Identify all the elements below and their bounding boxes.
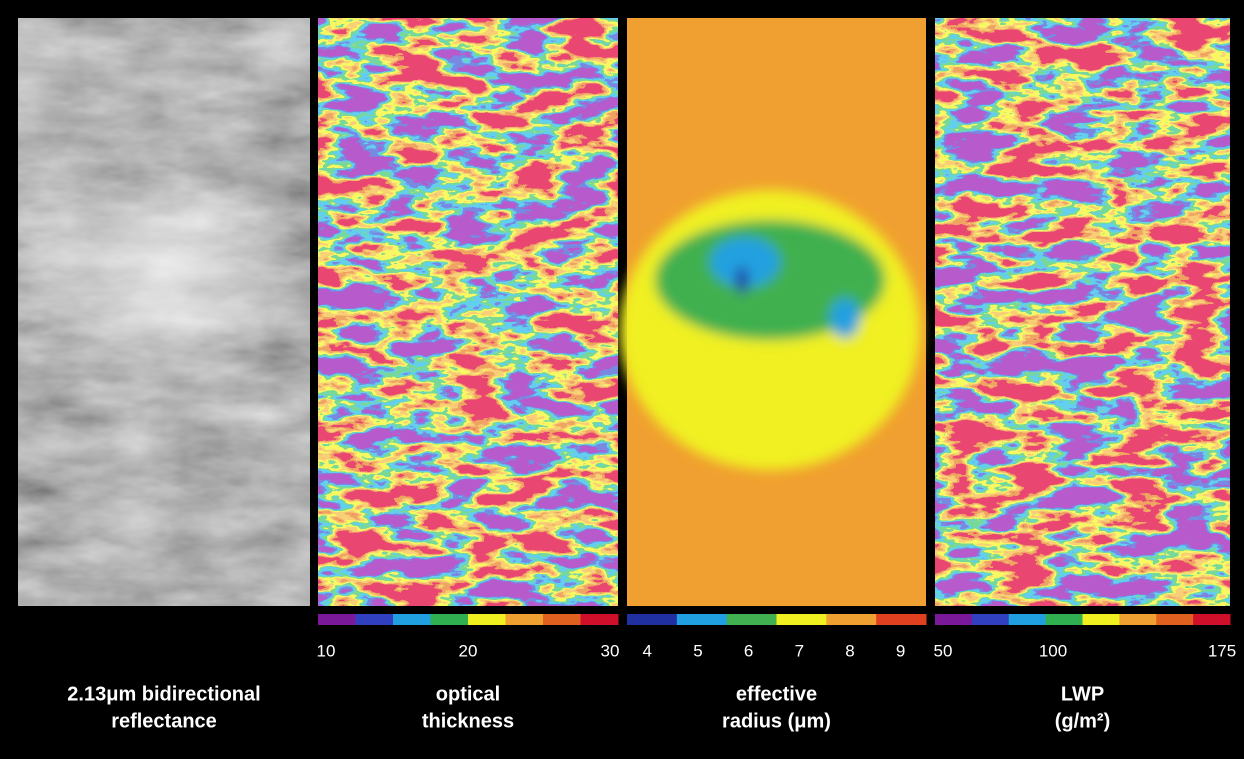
field-image (935, 18, 1230, 606)
caption: effective (736, 683, 817, 705)
colorbar-segment (971, 614, 1010, 625)
colorbar-tick-label: 100 (1039, 641, 1067, 660)
colorbar-tick-label: 4 (643, 641, 652, 660)
colorbar-segment (318, 614, 356, 625)
colorbar-segment (1008, 614, 1047, 625)
colorbar-segment (468, 614, 506, 625)
field-image (318, 18, 618, 606)
caption: thickness (422, 710, 514, 732)
caption: LWP (1061, 683, 1104, 705)
colorbar-tick-label: 8 (845, 641, 854, 660)
colorbar-tick-label: 20 (459, 641, 478, 660)
bright-region (15, 165, 315, 385)
colorbar-tick-label: 6 (744, 641, 753, 660)
caption: reflectance (111, 710, 217, 732)
colorbar-segment (1045, 614, 1083, 625)
colorbar-segment (1156, 614, 1194, 625)
caption: radius (μm) (722, 710, 831, 732)
caption: (g/m²) (1055, 710, 1111, 732)
colorbar-segment (876, 614, 927, 625)
colorbar-segment (1193, 614, 1231, 625)
colorbar-segment (580, 614, 619, 625)
colorbar-tick-label: 9 (896, 641, 905, 660)
caption: 2.13μm bidirectional (67, 683, 260, 705)
colorbar-segment (430, 614, 469, 625)
colorbar-segment (676, 614, 728, 625)
panel-reflectance (15, 18, 315, 606)
panel-effective-radius (620, 18, 926, 606)
colorbar-segment (1082, 614, 1120, 625)
colorbar-segment (826, 614, 877, 625)
colorbar-tick-label: 10 (317, 641, 336, 660)
colorbar-segment (776, 614, 827, 625)
colorbar-tick-label: 50 (934, 641, 953, 660)
colorbar-tick-label: 30 (601, 641, 620, 660)
colorbar-segment (543, 614, 581, 625)
radius-features (620, 190, 920, 470)
caption: optical (436, 683, 500, 705)
colorbar-segment (627, 614, 678, 625)
colorbar-segment (393, 614, 431, 625)
colorbar-tick-label: 175 (1208, 641, 1236, 660)
colorbar-segment (505, 614, 544, 625)
colorbar-segment (355, 614, 394, 625)
colorbar-segment (1119, 614, 1157, 625)
colorbar-tick-label: 5 (693, 641, 702, 660)
colorbar-segment (726, 614, 777, 625)
colorbar-segment (935, 614, 973, 625)
colorbar-tick-label: 7 (795, 641, 804, 660)
